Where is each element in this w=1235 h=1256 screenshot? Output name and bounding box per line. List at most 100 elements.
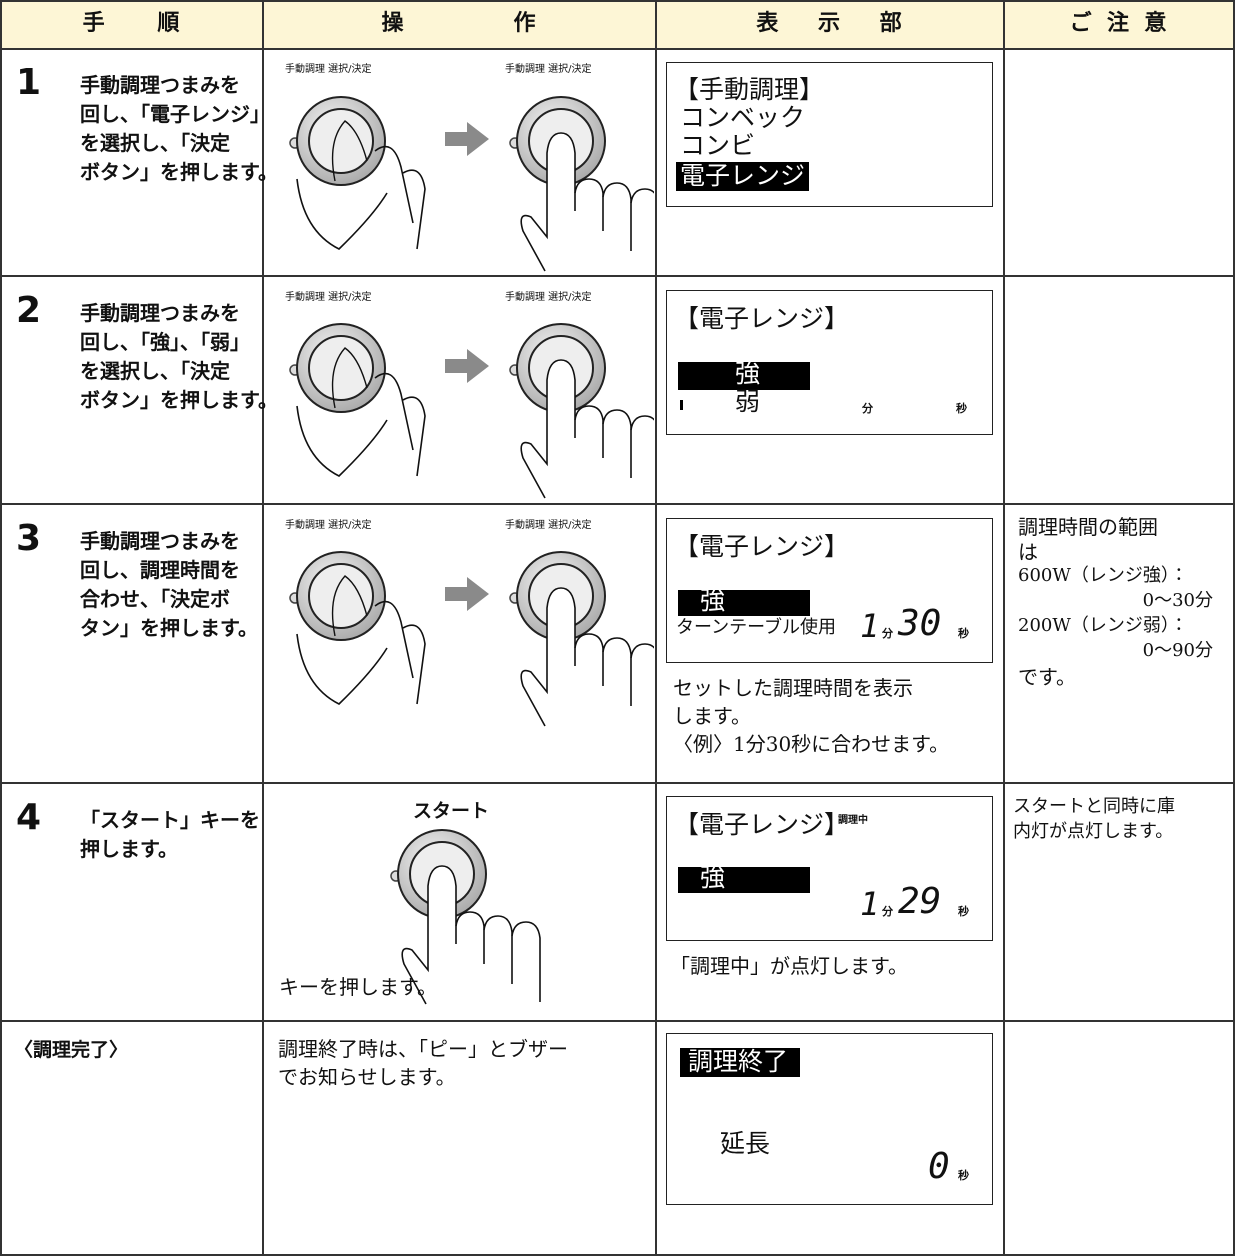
note-text: は: [1018, 540, 1038, 564]
step-text: 押します。: [80, 837, 178, 861]
step-text: 手動調理つまみを: [80, 73, 240, 97]
step-number: 1: [16, 62, 42, 103]
dial-label: 手動調理 選択/決定: [505, 292, 592, 303]
lcd-highlight: 電子レンジ: [676, 161, 810, 191]
dial-label: 手動調理 選択/決定: [285, 64, 372, 75]
lcd-text: 【電子レンジ】: [674, 304, 850, 333]
dial-label: 手動調理 選択/決定: [505, 520, 592, 531]
rule: [0, 1254, 1235, 1256]
lcd-text: 強: [700, 863, 726, 892]
lcd-digits: 1: [860, 607, 880, 645]
lcd-unit: 分: [882, 905, 893, 918]
operation-caption: でお知らせします。: [278, 1065, 456, 1089]
display-caption: 〈例〉1分30秒に合わせます。: [673, 732, 950, 756]
display-caption: セットした調理時間を表示: [673, 676, 913, 700]
rule: [0, 503, 1235, 505]
lcd-highlight: [678, 867, 810, 893]
step-number: 3: [16, 518, 42, 559]
note-text: 0〜30分: [1142, 590, 1213, 611]
lcd-text: ターンテーブル使用: [676, 617, 837, 638]
rule: [0, 0, 1235, 2]
step-text: 手動調理つまみを: [80, 529, 240, 553]
lcd-text: 強: [735, 359, 761, 388]
dial-label: 手動調理 選択/決定: [505, 64, 592, 75]
step-text: を選択し、「決定: [80, 359, 230, 383]
header-cell: 操作: [381, 11, 646, 36]
step-text: 合わせ、「決定ボ: [80, 587, 230, 611]
dial-label: 手動調理 選択/決定: [285, 520, 372, 531]
step-number: 4: [16, 797, 42, 838]
step-text: ボタン」を押します。: [80, 160, 278, 184]
header-cell: 表示部: [756, 11, 942, 36]
lcd-indicator: 調理中: [838, 815, 868, 826]
step-text: タン」を押します。: [80, 616, 258, 640]
arrow-icon: [445, 349, 489, 383]
step-text: を選択し、「決定: [80, 131, 230, 155]
step-number: 2: [16, 290, 42, 331]
step-text: 回し、「電子レンジ」: [80, 102, 270, 126]
rule: [0, 782, 1235, 784]
operation-illustrations: [263, 49, 654, 1019]
lcd-marker: [680, 400, 683, 410]
turn-dial-icon: [290, 324, 425, 476]
lcd-text: 強: [700, 586, 726, 615]
rule: [0, 1020, 1235, 1022]
lcd-digits: 30: [898, 603, 942, 644]
step-text: 回し、調理時間を: [80, 558, 240, 582]
lcd-text: コンビ: [680, 131, 756, 160]
lcd-unit: 秒: [958, 905, 969, 918]
lcd-unit: 秒: [958, 1169, 969, 1182]
lcd-highlight: 調理終了: [680, 1047, 801, 1077]
note-text: 内灯が点灯します。: [1013, 821, 1174, 842]
note-text: です。: [1018, 665, 1076, 689]
note-text: 200W（レンジ弱）：: [1018, 615, 1188, 636]
step-text: 「スタート」キーを: [80, 808, 260, 832]
push-dial-icon: [510, 552, 654, 726]
rule: [262, 0, 264, 1256]
step-label: 〈調理完了〉: [14, 1039, 129, 1061]
lcd-text: 【手動調理】: [674, 75, 825, 104]
rule: [655, 0, 657, 1256]
rule: [1003, 0, 1005, 1256]
header-cell: 手順: [82, 11, 233, 36]
rule: [0, 275, 1235, 277]
lcd-digits: 29: [898, 881, 942, 922]
step-text: 手動調理つまみを: [80, 301, 240, 325]
turn-dial-icon: [290, 552, 425, 704]
lcd-digits: 1: [860, 885, 880, 923]
lcd-unit: 分: [882, 627, 893, 640]
header-cell: ご注意: [1069, 11, 1182, 36]
operation-caption: 調理終了時は、「ピー」とブザー: [278, 1037, 568, 1061]
lcd-unit: 分: [862, 402, 873, 415]
note-text: 600W（レンジ強）：: [1018, 565, 1188, 586]
step-text: 回し、「強」、「弱」: [80, 330, 250, 354]
lcd-text: コンベック: [680, 103, 806, 132]
lcd-text: 延長: [720, 1129, 771, 1158]
lcd-unit: 秒: [956, 402, 967, 415]
key-label: スタート: [413, 800, 490, 822]
lcd-highlight: [678, 362, 810, 390]
note-text: 調理時間の範囲: [1018, 515, 1158, 539]
step-text: ボタン」を押します。: [80, 388, 278, 412]
lcd-text: 【電子レンジ】: [674, 532, 850, 561]
rule: [1233, 0, 1235, 1256]
note-text: スタートと同時に庫: [1013, 796, 1175, 817]
note-text: 0〜90分: [1142, 640, 1213, 661]
arrow-icon: [445, 577, 489, 611]
dial-label: 手動調理 選択/決定: [285, 292, 372, 303]
display-caption: 「調理中」が点灯します。: [670, 954, 908, 978]
arrow-icon: [445, 122, 489, 156]
turn-dial-icon: [290, 97, 425, 249]
header-bg: [0, 0, 1235, 48]
lcd-unit: 秒: [958, 627, 969, 640]
lcd-digits: 0: [928, 1146, 950, 1187]
push-dial-icon: [510, 97, 654, 271]
lcd-highlight: [678, 590, 810, 616]
operation-caption: キーを押します。: [279, 975, 437, 999]
rule: [0, 48, 1235, 50]
lcd-text: 【電子レンジ】: [674, 810, 850, 839]
push-dial-icon: [510, 324, 654, 498]
rule: [0, 0, 2, 1256]
